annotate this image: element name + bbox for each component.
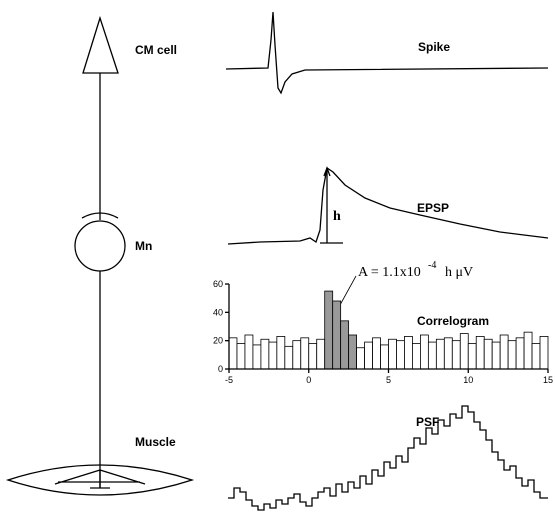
bar [284,345,294,370]
bar [419,334,429,370]
bar [252,344,262,370]
bar [427,341,437,370]
bar [499,334,509,370]
spike-trace [225,11,549,95]
annotation: h μV [445,265,473,280]
bar [412,343,421,370]
bar [228,337,238,370]
bar [491,341,501,370]
bar [260,338,270,370]
label: Muscle [135,435,176,449]
x-tick-label: 5 [386,375,391,385]
bar [244,334,254,370]
bar [388,338,397,370]
bar [507,340,517,370]
label: Mn [135,239,152,253]
y-tick-label: 40 [213,307,223,317]
bar [348,334,357,370]
annotation: A = 1.1x10 [358,265,421,280]
motoneuron [74,220,126,272]
synapse [81,212,119,219]
label: Spike [418,40,450,54]
label: EPSP [417,201,449,215]
x-tick-label: 15 [543,375,553,385]
y-tick-label: 20 [213,336,223,346]
bar [268,341,278,370]
bar [539,336,549,370]
endplate [54,469,146,489]
bar [467,343,477,370]
bar [364,341,373,370]
x-tick-label: -5 [225,375,233,385]
label: h [333,209,341,224]
bar [404,336,413,370]
bar [276,336,286,370]
bar [324,290,334,370]
bar [531,343,541,370]
bar [435,338,445,370]
bar [372,337,381,370]
bar [380,344,389,370]
x-tick-label: 10 [463,375,473,385]
psf-trace [228,405,548,511]
bar [340,320,350,370]
bar [459,333,469,370]
bar [316,338,326,370]
bar [396,340,405,370]
arrow-head [323,166,331,177]
annotation-pointer [339,275,357,306]
annotation: -4 [428,260,436,271]
bar [292,340,302,370]
bar [483,338,493,370]
epsp-trace [227,166,549,245]
bar [443,337,453,370]
bar [308,343,318,370]
label: CM cell [135,43,177,57]
bar [523,331,533,370]
bar [475,336,485,370]
y-tick-label: 0 [218,364,223,374]
y-tick-label: 60 [213,279,223,289]
bar [300,337,310,370]
label: Correlogram [417,314,489,328]
bar [451,340,461,370]
label: PSF [416,415,439,429]
bar [332,300,342,370]
bar [356,347,365,370]
x-tick-label: 0 [306,375,311,385]
muscle-outline [5,464,195,496]
bar [236,343,246,370]
cm-cell-triangle [82,15,119,74]
bar [515,337,525,370]
